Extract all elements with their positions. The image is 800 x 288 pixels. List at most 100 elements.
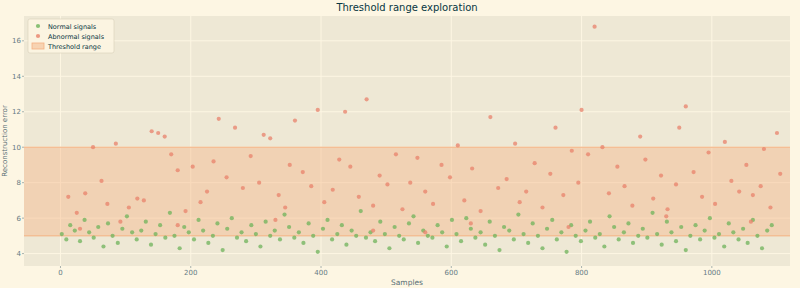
point [268, 234, 272, 238]
point [650, 211, 654, 215]
point [156, 131, 160, 135]
point [426, 234, 430, 238]
point [168, 211, 172, 215]
point [454, 232, 458, 236]
point [330, 237, 334, 241]
point [583, 228, 587, 232]
point [665, 207, 669, 211]
legend-label: Abnormal signals [48, 33, 105, 41]
point [196, 218, 200, 222]
point [239, 230, 243, 234]
point [301, 241, 305, 245]
point [524, 189, 528, 193]
point [288, 163, 292, 167]
x-axis-label: Samples [391, 278, 423, 287]
point [359, 209, 363, 213]
point [371, 204, 375, 208]
point [469, 221, 473, 225]
x-tick-label: 400 [314, 269, 327, 277]
grid-line [24, 76, 790, 77]
point [459, 239, 463, 243]
point [479, 230, 483, 234]
point [262, 133, 266, 137]
point [593, 236, 597, 240]
point [570, 149, 574, 153]
point [664, 214, 668, 218]
point [588, 220, 592, 224]
point [64, 237, 68, 241]
point [322, 200, 326, 204]
point [340, 223, 344, 227]
point [423, 230, 427, 234]
point [224, 175, 228, 179]
point [564, 250, 568, 254]
point [233, 126, 237, 130]
point [737, 189, 741, 193]
y-tick-label: 10 [12, 144, 21, 152]
point [536, 234, 540, 238]
legend-label: Normal signals [48, 23, 97, 31]
point [287, 225, 291, 229]
legend: Normal signals Abnormal signals Threshold … [28, 19, 114, 53]
point [755, 234, 759, 238]
point [176, 223, 180, 227]
band-edge [24, 235, 790, 236]
plot-area [24, 16, 790, 266]
point [600, 145, 604, 149]
point [135, 237, 139, 241]
point [153, 232, 157, 236]
point [221, 248, 225, 252]
tick-mark [22, 76, 24, 77]
point [235, 236, 239, 240]
point [727, 221, 731, 225]
point [293, 119, 297, 123]
point [706, 150, 710, 154]
point [87, 230, 91, 234]
x-tick-label: 600 [445, 269, 458, 277]
point [607, 214, 611, 218]
point [684, 104, 688, 108]
point [612, 225, 616, 229]
point [622, 184, 626, 188]
point [760, 246, 764, 250]
point [540, 246, 544, 250]
band-edge [24, 147, 790, 148]
point [488, 115, 492, 119]
point [78, 227, 82, 231]
point [278, 237, 282, 241]
point [464, 216, 468, 220]
point [746, 241, 750, 245]
y-tick-label: 14 [12, 73, 21, 81]
point [561, 193, 565, 197]
tick-mark [581, 266, 582, 268]
point [301, 170, 305, 174]
point [172, 234, 176, 238]
point [169, 152, 173, 156]
point [440, 230, 444, 234]
point [343, 110, 347, 114]
point [615, 165, 619, 169]
point [292, 236, 296, 240]
point [373, 239, 377, 243]
point [550, 218, 554, 222]
y-tick-label: 8 [17, 179, 21, 187]
point [101, 244, 105, 248]
point [521, 232, 525, 236]
tick-mark [190, 266, 191, 268]
point [540, 205, 544, 209]
point [96, 225, 100, 229]
point [75, 211, 79, 215]
point [307, 221, 311, 225]
point [82, 218, 86, 222]
point [249, 223, 253, 227]
point [402, 237, 406, 241]
point [365, 97, 369, 101]
point [712, 236, 716, 240]
tick-mark [22, 253, 24, 254]
grid-line [24, 253, 790, 254]
point [700, 195, 704, 199]
legend-label: Threshold range [47, 43, 101, 51]
point [187, 230, 191, 234]
point [768, 205, 772, 209]
point [325, 218, 329, 222]
